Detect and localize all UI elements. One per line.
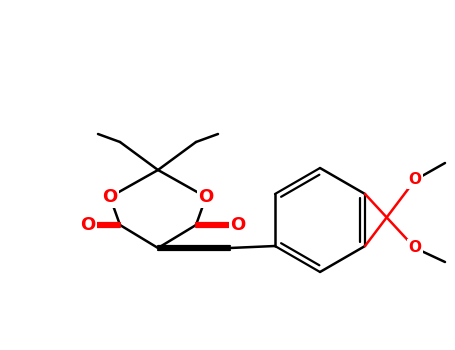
Text: O: O	[81, 216, 96, 234]
Text: O: O	[102, 188, 118, 206]
Text: O: O	[409, 240, 421, 256]
Text: O: O	[409, 173, 421, 188]
Text: O: O	[198, 188, 214, 206]
Text: O: O	[230, 216, 246, 234]
